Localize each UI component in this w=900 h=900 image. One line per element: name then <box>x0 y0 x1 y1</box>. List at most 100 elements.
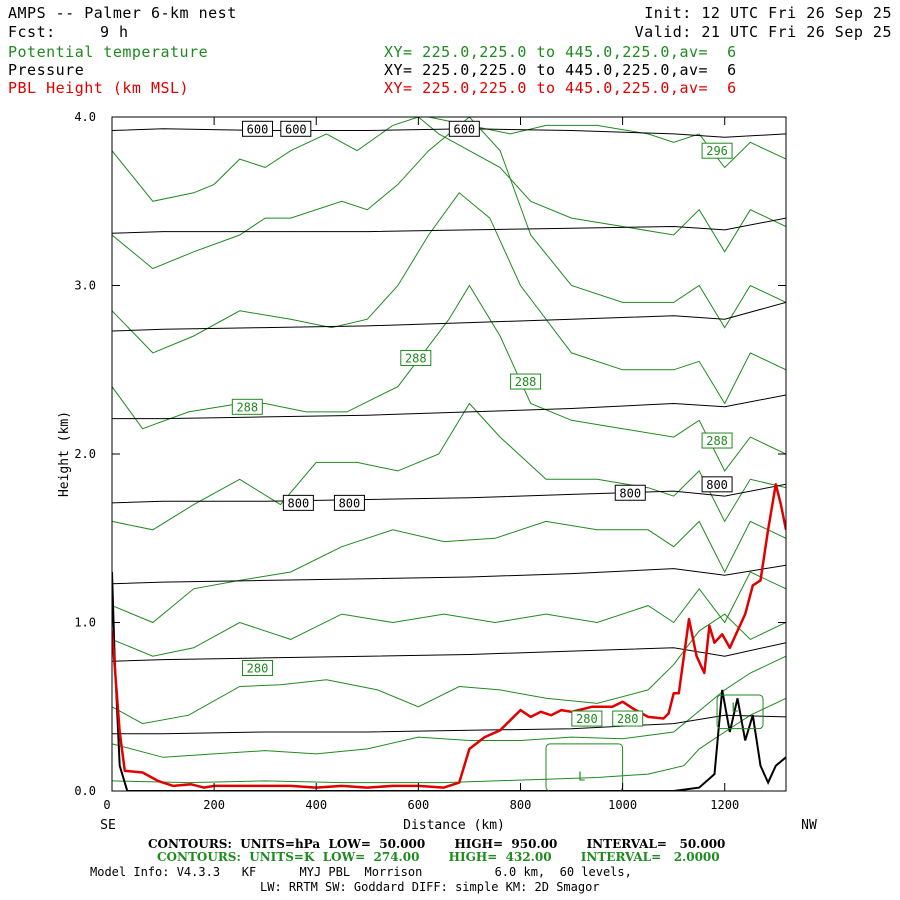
valid-time: Valid: 21 UTC Fri 26 Sep 25 <box>634 23 892 41</box>
contour-label-3: 296 <box>701 142 733 159</box>
theta-contour-276 <box>112 697 786 784</box>
contour-label-text: 600 <box>453 122 475 136</box>
contour-label-2: 600 <box>448 120 480 137</box>
contour-label-text: 280 <box>576 712 598 726</box>
contour-label-text: 600 <box>285 122 307 136</box>
y-tick-label: 2.0 <box>74 447 96 461</box>
init-time: Init: 12 UTC Fri 26 Sep 25 <box>644 4 892 22</box>
forecast-hour: 9 h <box>100 23 129 41</box>
theta-contour-286 <box>112 402 786 531</box>
contour-label-box <box>282 494 314 511</box>
contour-label-text: 280 <box>617 712 639 726</box>
contour-label-text: 288 <box>706 434 728 448</box>
x-tick-label: 1000 <box>608 798 637 812</box>
theta-contour-292 <box>112 117 786 329</box>
contour-label-box <box>701 142 733 159</box>
theta-contour-282 <box>112 571 786 657</box>
contour-label-8: 800 <box>282 494 314 511</box>
pressure-contour-800 <box>112 483 786 504</box>
contour-label-15: L <box>578 769 585 783</box>
contour-label-text: 800 <box>288 496 310 510</box>
contour-label-box <box>614 484 646 501</box>
low-region-1 <box>716 694 764 730</box>
contour-label-text: L <box>731 700 738 714</box>
theta-contour-296 <box>428 117 786 169</box>
contour-label-text: 296 <box>706 144 728 158</box>
theta-contour-278 <box>112 655 786 758</box>
footer-model-info: Model Info: V4.3.3 KF MYJ PBL Morrison 6… <box>90 865 632 879</box>
y-tick-label: 1.0 <box>74 616 96 630</box>
contour-label-text: L <box>578 769 585 783</box>
field-pbl-name: PBL Height (km MSL) <box>8 79 190 97</box>
contour-label-text: 800 <box>339 496 361 510</box>
forecast-label: Fcst: <box>8 23 56 41</box>
x-tick-label: 1200 <box>710 798 739 812</box>
contour-label-4: 288 <box>400 349 432 366</box>
contour-label-1: 600 <box>280 120 312 137</box>
contour-label-12: 280 <box>242 659 274 676</box>
field-pbl-xy: XY= 225.0,225.0 to 445.0,225.0,av= 6 <box>384 79 737 97</box>
contour-label-text: 600 <box>247 122 269 136</box>
footer-physics: LW: RRTM SW: Goddard DIFF: simple KM: 2D… <box>260 880 600 894</box>
theta-contour-280 <box>112 613 786 725</box>
pressure-contour-850 <box>112 564 786 585</box>
y-axis-title: Height (km) <box>57 411 72 497</box>
pressure-contour-650 <box>112 217 786 234</box>
axes: 0 200 400 600 800 1000 1200 0.0 1.0 2.0 3.0 4.0 Dist… <box>57 110 817 833</box>
contour-label-16: L <box>731 700 738 714</box>
contour-label-box <box>333 494 365 511</box>
low-region-0 <box>545 743 624 792</box>
pressure-contour-900 <box>112 642 786 662</box>
contour-labels: 600 600 600 296 288 288 288 288 800 800 800 800 280 2… <box>231 120 764 792</box>
contour-label-text: 288 <box>236 400 258 414</box>
contour-label-box <box>231 398 263 415</box>
x-tick-label: 400 <box>305 798 327 812</box>
contour-label-14: 280 <box>612 710 644 727</box>
contour-label-text: 800 <box>619 486 641 500</box>
field-theta-xy: XY= 225.0,225.0 to 445.0,225.0,av= 6 <box>384 43 737 61</box>
pressure-contour-700 <box>112 301 786 332</box>
y-tick-label: 4.0 <box>74 110 96 124</box>
terrain-lines <box>112 571 786 791</box>
contour-label-text: 288 <box>515 375 537 389</box>
terrain-line-0 <box>112 571 786 791</box>
x-tick-label: 800 <box>510 798 532 812</box>
pressure-contour-950 <box>112 714 786 735</box>
contour-label-text: 800 <box>706 478 728 492</box>
pbl-height-line <box>112 483 786 789</box>
contour-label-6: 288 <box>231 398 263 415</box>
contour-label-box <box>701 432 733 449</box>
footer-theta-contours: CONTOURS: UNITS=K LOW= 274.00 HIGH= 432.… <box>157 850 720 864</box>
plot-border <box>111 116 787 792</box>
plot-frame <box>111 116 787 792</box>
pbl-height-series <box>112 483 786 789</box>
theta-contours <box>112 117 786 784</box>
x-tick-label: 0 <box>103 798 110 812</box>
contour-label-box <box>701 476 733 493</box>
x-tick-label: 600 <box>408 798 430 812</box>
pressure-contour-750 <box>112 394 786 420</box>
field-pressure-name: Pressure <box>8 61 85 79</box>
contour-label-0: 600 <box>242 120 274 137</box>
theta-contour-290 <box>112 192 786 405</box>
contour-label-box <box>612 710 644 727</box>
contour-label-text: 288 <box>405 351 427 365</box>
contour-label-5: 288 <box>510 373 542 390</box>
contour-label-13: 280 <box>571 710 603 727</box>
theta-contour-288 <box>112 284 786 472</box>
footer-pressure-contours: CONTOURS: UNITS=hPa LOW= 50.000 HIGH= 95… <box>148 837 726 851</box>
plot-title: AMPS -- Palmer 6-km nest <box>8 4 237 22</box>
y-tick-label: 0.0 <box>74 784 96 798</box>
contour-label-box <box>280 120 312 137</box>
y-tick-label: 3.0 <box>74 279 96 293</box>
contour-label-box <box>400 349 432 366</box>
theta-contour-284 <box>112 520 786 624</box>
contour-label-box <box>448 120 480 137</box>
contour-label-box <box>571 710 603 727</box>
contour-label-9: 800 <box>333 494 365 511</box>
theta-contour-294 <box>112 117 786 253</box>
contour-label-10: 800 <box>614 484 646 501</box>
left-end-label: SE <box>100 818 116 833</box>
x-tick-label: 200 <box>203 798 225 812</box>
